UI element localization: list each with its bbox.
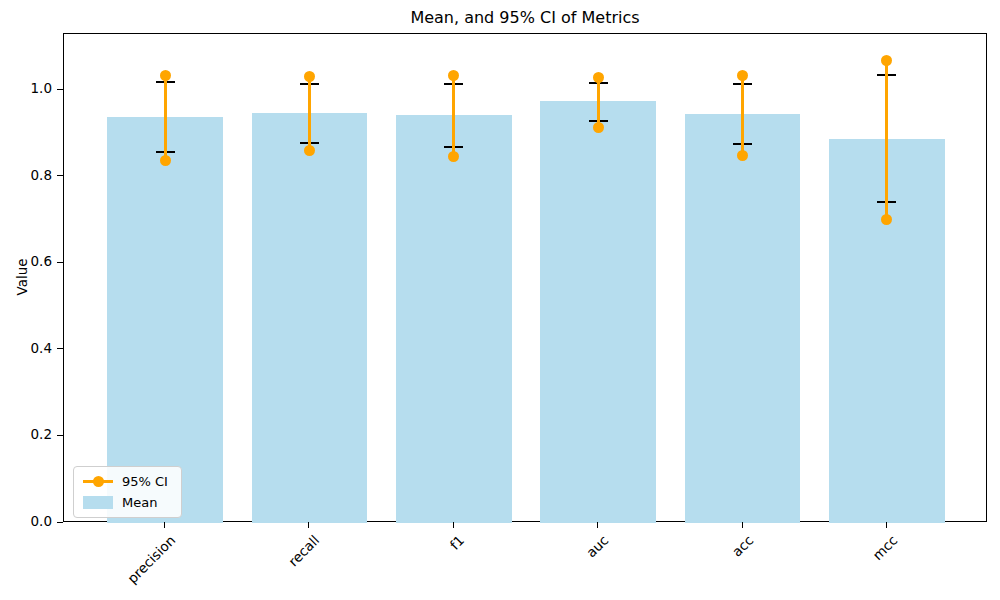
y-tick-mark bbox=[57, 522, 63, 523]
y-tick-label: 0.4 bbox=[0, 340, 52, 356]
errorbar-dot-low-acc bbox=[737, 150, 748, 161]
bar-auc bbox=[540, 101, 656, 523]
legend-item-ci: 95% CI bbox=[83, 474, 168, 489]
y-tick-mark bbox=[57, 89, 63, 90]
errorbar-line-precision bbox=[164, 75, 167, 160]
errorbar-line-f1 bbox=[452, 75, 455, 156]
errorbar-line-recall bbox=[308, 76, 311, 150]
x-tick-label: recall bbox=[248, 532, 323, 600]
x-tick-mark bbox=[308, 522, 309, 528]
errorbar-dot-low-precision bbox=[160, 155, 171, 166]
bar-acc bbox=[685, 114, 801, 523]
bar-precision bbox=[107, 117, 223, 523]
errorbar-line-auc bbox=[597, 77, 600, 128]
y-tick-mark bbox=[57, 348, 63, 349]
errorbar-legend-icon bbox=[83, 475, 113, 488]
y-tick-mark bbox=[57, 435, 63, 436]
errorbar-dot-low-recall bbox=[304, 145, 315, 156]
figure: Mean, and 95% CI of Metrics Value 0.00.2… bbox=[0, 0, 1000, 600]
errorbar-dot-high-precision bbox=[160, 70, 171, 81]
y-tick-mark bbox=[57, 262, 63, 263]
x-tick-label: auc bbox=[537, 532, 612, 600]
errorbar-dot-high-auc bbox=[593, 72, 604, 83]
errorbar-line-acc bbox=[741, 75, 744, 155]
x-tick-mark bbox=[742, 522, 743, 528]
x-tick-mark bbox=[164, 522, 165, 528]
x-tick-mark bbox=[597, 522, 598, 528]
y-tick-label: 1.0 bbox=[0, 80, 52, 96]
plot-area bbox=[63, 33, 987, 522]
legend-item-mean: Mean bbox=[83, 495, 168, 510]
chart-title: Mean, and 95% CI of Metrics bbox=[63, 8, 987, 27]
y-tick-label: 0.0 bbox=[0, 513, 52, 529]
errorbar-dot-low-f1 bbox=[448, 151, 459, 162]
legend-label-ci: 95% CI bbox=[122, 474, 168, 489]
errorbar-dot-high-acc bbox=[737, 70, 748, 81]
errorbar-dot-high-f1 bbox=[448, 70, 459, 81]
x-tick-label: f1 bbox=[392, 532, 467, 600]
legend: 95% CI Mean bbox=[73, 466, 182, 518]
x-tick-mark bbox=[886, 522, 887, 528]
errorbar-line-mcc bbox=[885, 60, 888, 219]
bar-recall bbox=[252, 113, 368, 523]
x-tick-label: precision bbox=[103, 532, 178, 600]
y-tick-label: 0.8 bbox=[0, 167, 52, 183]
bar-f1 bbox=[396, 115, 512, 523]
errorbar-dot-high-mcc bbox=[881, 55, 892, 66]
y-tick-label: 0.6 bbox=[0, 253, 52, 269]
x-tick-mark bbox=[453, 522, 454, 528]
mean-legend-swatch bbox=[83, 496, 113, 509]
x-tick-label: mcc bbox=[825, 532, 900, 600]
legend-label-mean: Mean bbox=[122, 495, 157, 510]
y-tick-label: 0.2 bbox=[0, 426, 52, 442]
errorbar-dot-high-recall bbox=[304, 71, 315, 82]
x-tick-label: acc bbox=[681, 532, 756, 600]
y-tick-mark bbox=[57, 175, 63, 176]
